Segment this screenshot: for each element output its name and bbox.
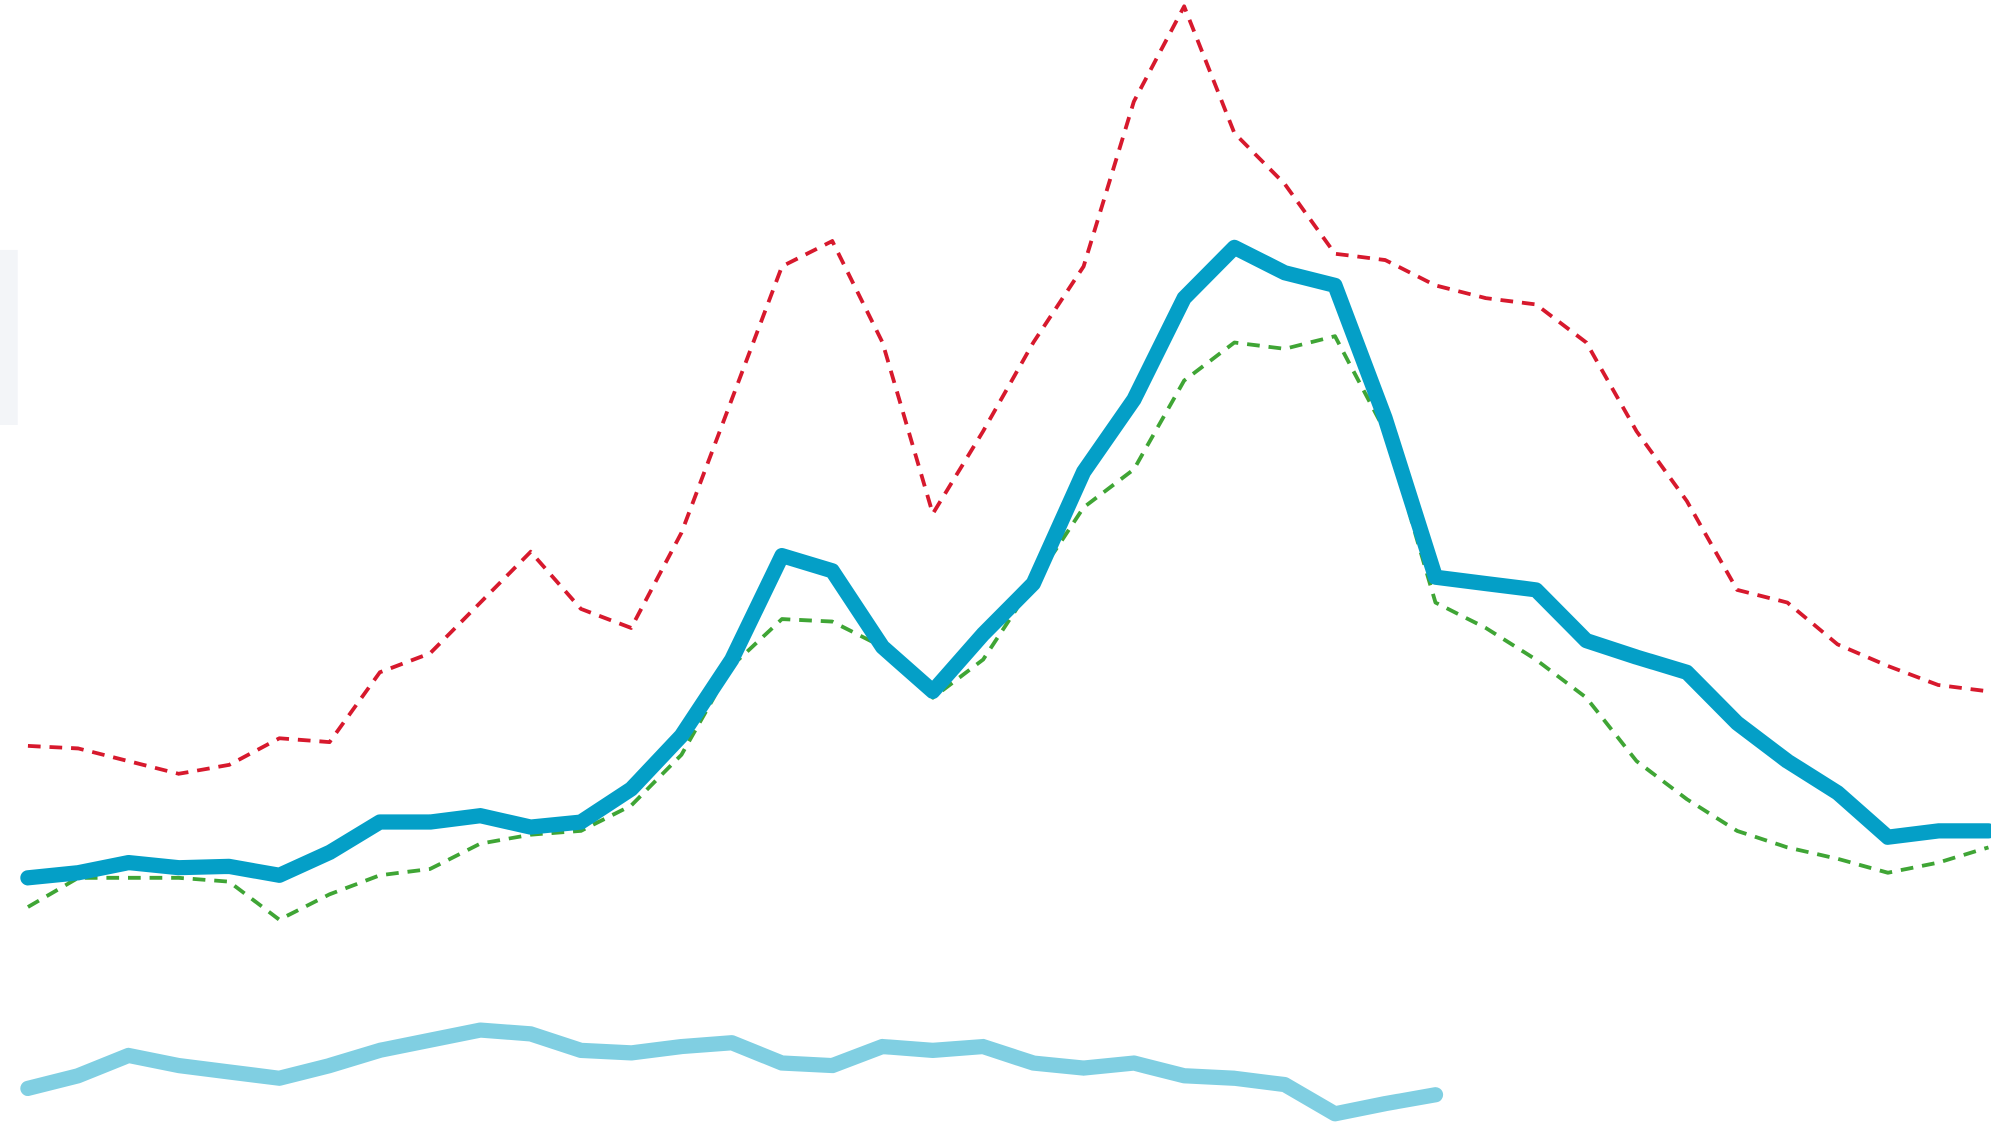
series-line bbox=[20, 1022, 1444, 1122]
series-line bbox=[27, 4, 1989, 776]
series-line bbox=[20, 239, 1991, 886]
series-line bbox=[26, 334, 1990, 922]
side-panel bbox=[0, 249, 18, 425]
